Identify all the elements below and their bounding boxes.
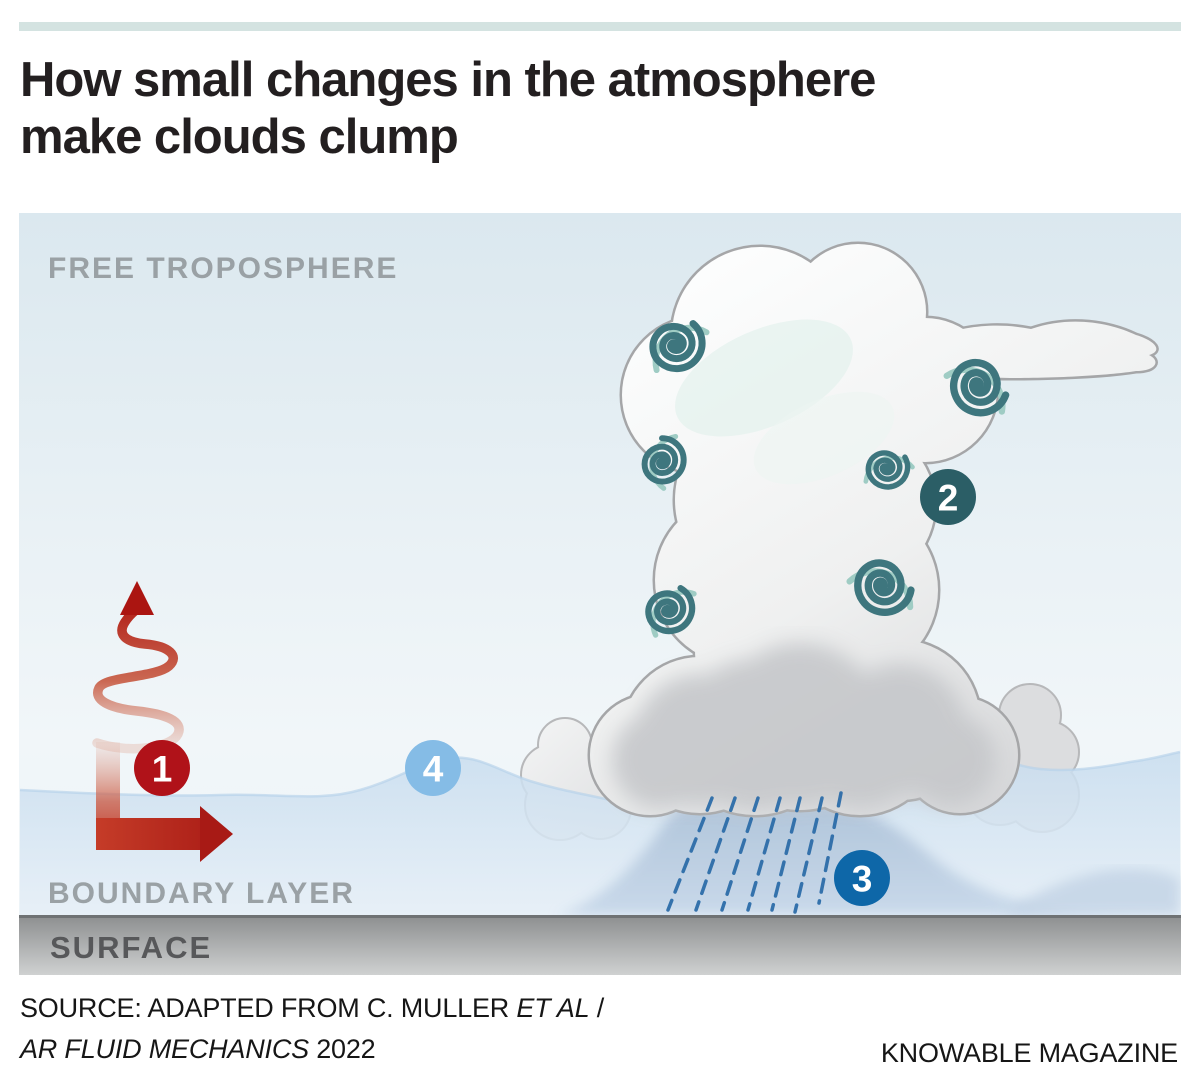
free-troposphere-label: FREE TROPOSPHERE: [48, 252, 398, 285]
surface-label: SURFACE: [50, 930, 212, 965]
source-journal-authors: ET AL: [516, 993, 590, 1023]
source-separator: /: [589, 993, 605, 1023]
source-journal-name: AR FLUID MECHANICS: [20, 1033, 309, 1064]
svg-text:1: 1: [152, 748, 173, 789]
title-line-2: make clouds clump: [20, 109, 459, 164]
source-year: 2022: [308, 1033, 376, 1064]
marker-3: 3: [834, 850, 890, 906]
publisher-credit: KNOWABLE MAGAZINE: [880, 1038, 1178, 1068]
source-text: SOURCE: ADAPTED FROM C. MULLER: [20, 993, 517, 1023]
anvil-ice-tint-2: [753, 391, 895, 485]
svg-text:2: 2: [938, 477, 959, 518]
arrowhead-up-icon: [120, 581, 154, 615]
surface-band: SURFACE: [19, 915, 1181, 975]
source-attribution: SOURCE: ADAPTED FROM C. MULLER ET AL / A…: [20, 988, 604, 1069]
page-title: How small changes in the atmosphere make…: [20, 52, 1170, 166]
surface-flux-arrow: [96, 742, 233, 862]
title-line-1: How small changes in the atmosphere: [20, 53, 876, 107]
cold-pool-right-hump: [1000, 868, 1180, 915]
svg-text:4: 4: [423, 748, 444, 789]
top-accent-bar: [19, 22, 1181, 31]
atmosphere-diagram: FREE TROPOSPHERE: [19, 213, 1181, 975]
cloud-base-shading: [612, 643, 996, 811]
marker-1: 1: [134, 740, 190, 796]
footer: SOURCE: ADAPTED FROM C. MULLER ET AL / A…: [20, 988, 1178, 1069]
svg-text:3: 3: [852, 858, 873, 899]
deep-cloud-tower: [590, 244, 1156, 815]
marker-4: 4: [405, 740, 461, 796]
rain-shaft: [666, 791, 843, 914]
step-markers: 1 2 3 4: [134, 469, 976, 906]
marker-2: 2: [920, 469, 976, 525]
boundary-layer-label: BOUNDARY LAYER: [48, 877, 355, 910]
updraft-spiral-arrow: [92, 581, 184, 754]
arrowhead-right-icon: [200, 806, 233, 862]
